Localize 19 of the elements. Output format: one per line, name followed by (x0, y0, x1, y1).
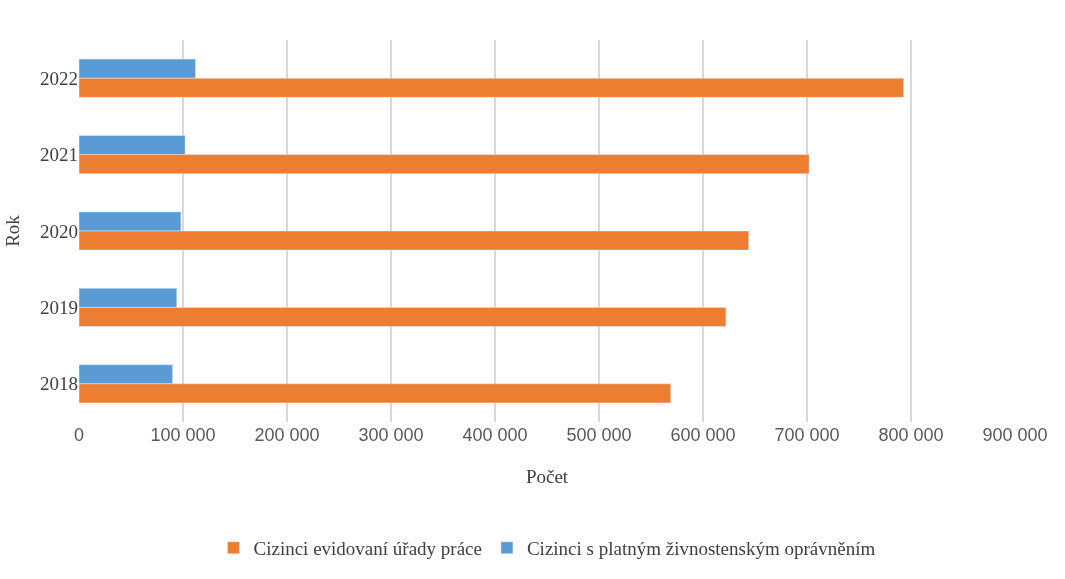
x-tick-label: 500 000 (566, 425, 632, 445)
y-tick-label: 2022 (40, 67, 78, 89)
x-tick-label: 600 000 (670, 425, 736, 445)
legend-label: Cizinci s platným živnostenským oprávněním (526, 538, 876, 560)
y-tick-label: 2021 (40, 144, 78, 166)
legend-label: Cizinci evidovaní úřady práce (253, 538, 482, 560)
x-tick-label: 300 000 (358, 425, 424, 445)
y-tick-label: 2019 (40, 297, 78, 319)
x-tick-label: 700 000 (774, 425, 840, 445)
x-tick-label: 900 000 (982, 425, 1048, 445)
x-tick-label: 800 000 (878, 425, 944, 445)
x-tick-label: 400 000 (462, 425, 528, 445)
x-tick-label: 200 000 (254, 425, 320, 445)
y-tick-label: 2018 (40, 373, 78, 395)
x-tick-label: 0 (73, 425, 85, 445)
y-axis-title: Rok (1, 214, 23, 247)
x-tick-label: 100 000 (150, 425, 216, 445)
x-axis-title: Počet (525, 465, 569, 487)
y-tick-label: 2020 (40, 220, 78, 242)
